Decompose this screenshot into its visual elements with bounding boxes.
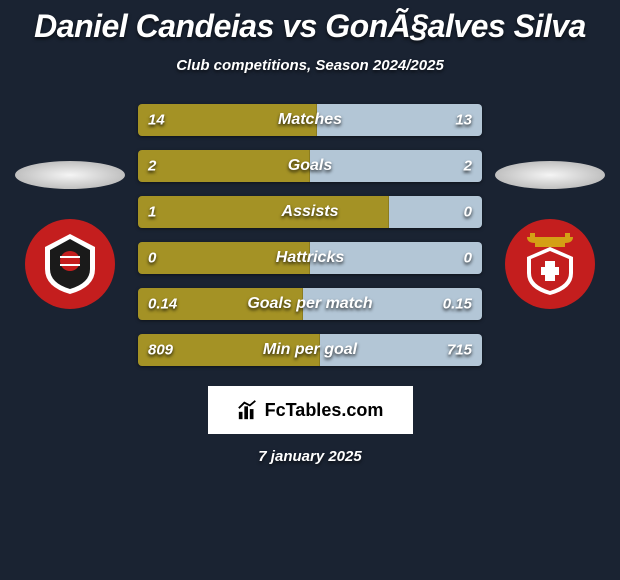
bar-seg-left <box>138 196 389 228</box>
bar-value-left: 14 <box>148 112 165 129</box>
bar-label: Goals per match <box>247 295 372 313</box>
stat-bar: 0 0 Hattricks <box>138 242 482 274</box>
bar-value-left: 809 <box>148 342 173 359</box>
left-side <box>10 161 130 309</box>
brand-chart-icon <box>237 399 259 421</box>
page-title: Daniel Candeias vs GonÃ§alves Silva <box>10 8 610 45</box>
bar-label: Matches <box>278 111 342 129</box>
bar-value-right: 0 <box>464 250 472 267</box>
halo-right <box>495 161 605 189</box>
bar-value-right: 0.15 <box>443 296 472 313</box>
bar-value-right: 0 <box>464 204 472 221</box>
bar-label: Hattricks <box>276 249 344 267</box>
bar-label: Min per goal <box>263 341 357 359</box>
stat-bar: 809 715 Min per goal <box>138 334 482 366</box>
stat-bar: 0.14 0.15 Goals per match <box>138 288 482 320</box>
crest-left-icon <box>35 229 105 299</box>
stat-bar: 2 2 Goals <box>138 150 482 182</box>
bar-value-left: 1 <box>148 204 156 221</box>
crest-left <box>25 219 115 309</box>
bar-value-left: 0 <box>148 250 156 267</box>
comparison-panel: 14 13 Matches 2 2 Goals 1 0 Assists 0 0 Hattricks 0.… <box>10 104 610 366</box>
bar-value-left: 0.14 <box>148 296 177 313</box>
bar-seg-left <box>138 150 310 182</box>
bar-value-left: 2 <box>148 158 156 175</box>
stat-bar: 1 0 Assists <box>138 196 482 228</box>
stat-bar: 14 13 Matches <box>138 104 482 136</box>
bar-value-right: 715 <box>447 342 472 359</box>
brand-badge: FcTables.com <box>208 386 413 434</box>
date-text: 7 january 2025 <box>10 448 610 465</box>
subtitle: Club competitions, Season 2024/2025 <box>10 57 610 74</box>
halo-left <box>15 161 125 189</box>
right-side <box>490 161 610 309</box>
bar-value-right: 2 <box>464 158 472 175</box>
brand-text: FcTables.com <box>265 400 384 421</box>
bar-label: Assists <box>282 203 339 221</box>
bar-seg-right <box>310 150 482 182</box>
bar-label: Goals <box>288 157 332 175</box>
stat-bars: 14 13 Matches 2 2 Goals 1 0 Assists 0 0 Hattricks 0.… <box>138 104 482 366</box>
crest-right <box>505 219 595 309</box>
crest-right-icon <box>515 229 585 299</box>
bar-value-right: 13 <box>455 112 472 129</box>
